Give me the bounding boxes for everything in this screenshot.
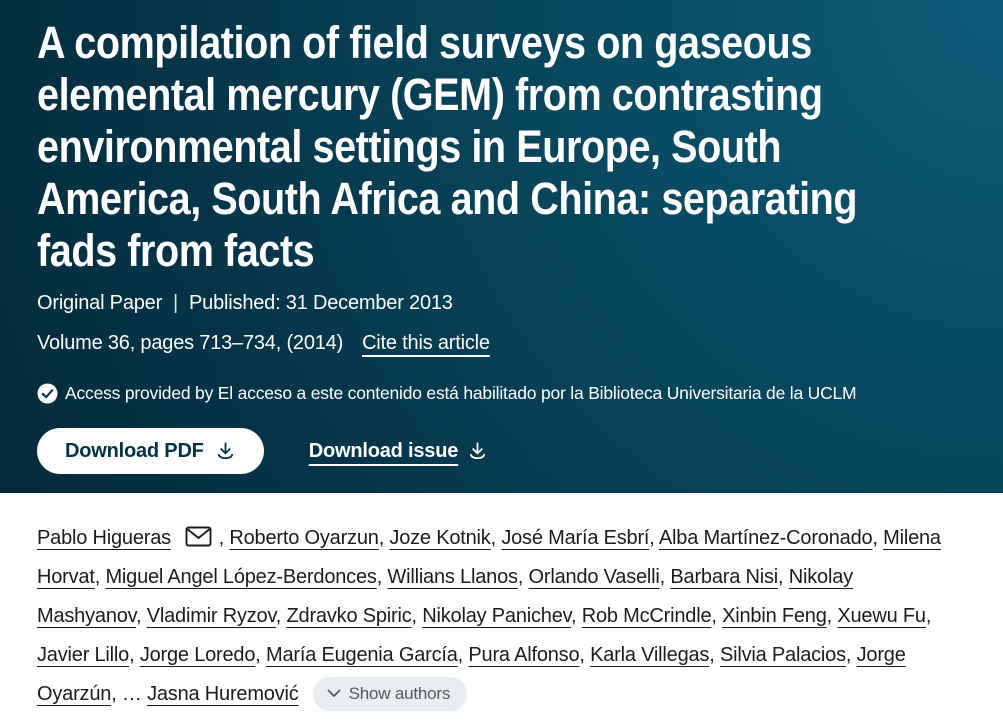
title-line-5: fads from facts	[37, 225, 315, 276]
author-link[interactable]: Vladimir Ryzov	[146, 605, 276, 627]
download-issue-label: Download issue	[308, 439, 459, 462]
author-link[interactable]: Pablo Higueras	[37, 527, 171, 549]
author-separator: ,	[517, 566, 529, 588]
title-line-2: elemental mercury (GEM) from contrasting	[37, 69, 823, 120]
author-separator: ,	[872, 527, 884, 549]
author-separator: ,	[218, 527, 230, 549]
author-link[interactable]: Nikolay Panichev	[422, 605, 571, 627]
author-link[interactable]: Orlando Vaselli	[528, 566, 660, 588]
author-link[interactable]: Alba Martínez-Coronado	[658, 527, 873, 549]
author-link[interactable]: Jorge Oyarzún	[37, 644, 906, 705]
download-pdf-button[interactable]: Download PDF	[37, 428, 264, 474]
download-pdf-label: Download PDF	[65, 439, 204, 462]
author-link[interactable]: Pura Alfonso	[468, 644, 580, 666]
author-separator: ,	[94, 566, 106, 588]
show-authors-label: Show authors	[348, 683, 451, 703]
author-link[interactable]: Willians Llanos	[387, 566, 518, 588]
author-separator: ,	[711, 605, 723, 627]
author-link[interactable]: Miguel Angel López-Berdonces	[105, 566, 377, 588]
access-note-text: Access provided by El acceso a este cont…	[65, 383, 857, 403]
author-link[interactable]: Zdravko Spiric	[286, 605, 412, 627]
author-separator: ,	[778, 566, 789, 588]
author-link[interactable]: Javier Lillo	[37, 644, 130, 666]
author-separator: ,	[649, 527, 659, 549]
author-link[interactable]: Jasna Huremović	[147, 683, 299, 705]
author-link[interactable]: José María Esbrí	[501, 527, 650, 549]
show-authors-button[interactable]: Show authors	[312, 676, 468, 711]
article-header-banner: A compilation of field surveys on gaseou…	[0, 0, 1003, 493]
author-separator: ,	[376, 566, 388, 588]
article-type: Original Paper	[37, 292, 163, 314]
author-separator: ,	[457, 644, 469, 666]
author-separator: , …	[111, 683, 148, 705]
author-link[interactable]: Roberto Oyarzun	[229, 527, 379, 549]
download-icon	[215, 441, 236, 462]
author-separator: ,	[826, 605, 838, 627]
cite-this-article-link[interactable]: Cite this article	[362, 332, 490, 354]
author-separator: ,	[275, 605, 287, 627]
chevron-down-icon	[327, 689, 341, 698]
author-separator: ,	[709, 644, 720, 666]
check-circle-icon	[37, 383, 58, 404]
published-date: Published: 31 December 2013	[189, 292, 453, 314]
author-separator: ,	[845, 644, 857, 666]
authors-list: Pablo Higueras , Roberto Oyarzun, Joze K…	[37, 519, 951, 714]
download-icon	[467, 441, 488, 462]
author-separator: ,	[255, 644, 266, 666]
author-link[interactable]: Jorge Loredo	[139, 644, 256, 666]
author-link[interactable]: Barbara Nisi	[670, 566, 779, 588]
author-separator: ,	[570, 605, 582, 627]
author-separator: ,	[378, 527, 390, 549]
title-line-3: environmental settings in Europe, South	[37, 121, 782, 172]
author-separator: ,	[129, 644, 140, 666]
author-link[interactable]: Nikolay Mashyanov	[37, 566, 853, 627]
author-link[interactable]: Xinbin Feng	[722, 605, 827, 627]
author-separator: ,	[136, 605, 147, 627]
envelope-icon[interactable]	[185, 526, 212, 547]
author-link[interactable]: Karla Villegas	[590, 644, 710, 666]
author-link[interactable]: Silvia Palacios	[719, 644, 846, 666]
article-meta-row: Original Paper | Published: 31 December …	[37, 292, 963, 315]
author-link[interactable]: Rob McCrindle	[581, 605, 712, 627]
author-link[interactable]: Xuewu Fu	[837, 605, 926, 627]
download-issue-link[interactable]: Download issue	[309, 440, 488, 463]
meta-divider: |	[173, 292, 179, 314]
access-note-row: Access provided by El acceso a este cont…	[37, 383, 963, 404]
author-separator: ,	[925, 605, 932, 627]
volume-pages: Volume 36, pages 713–734, (2014)	[37, 332, 344, 354]
author-link[interactable]: María Eugenia García	[266, 644, 458, 666]
author-link[interactable]: Joze Kotnik	[389, 527, 491, 549]
author-separator: ,	[411, 605, 423, 627]
volume-meta-row: Volume 36, pages 713–734, (2014) Cite th…	[37, 332, 963, 355]
author-separator: ,	[659, 566, 671, 588]
author-separator: ,	[579, 644, 591, 666]
author-separator: ,	[490, 527, 502, 549]
authors-section: Pablo Higueras , Roberto Oyarzun, Joze K…	[0, 493, 1003, 714]
page-title: A compilation of field surveys on gaseou…	[37, 17, 963, 277]
title-line-4: America, South Africa and China: separat…	[37, 173, 858, 224]
download-actions: Download PDF Download issue	[37, 428, 963, 474]
title-line-1: A compilation of field surveys on gaseou…	[37, 17, 812, 68]
author-link[interactable]: Milena Horvat	[37, 527, 941, 588]
